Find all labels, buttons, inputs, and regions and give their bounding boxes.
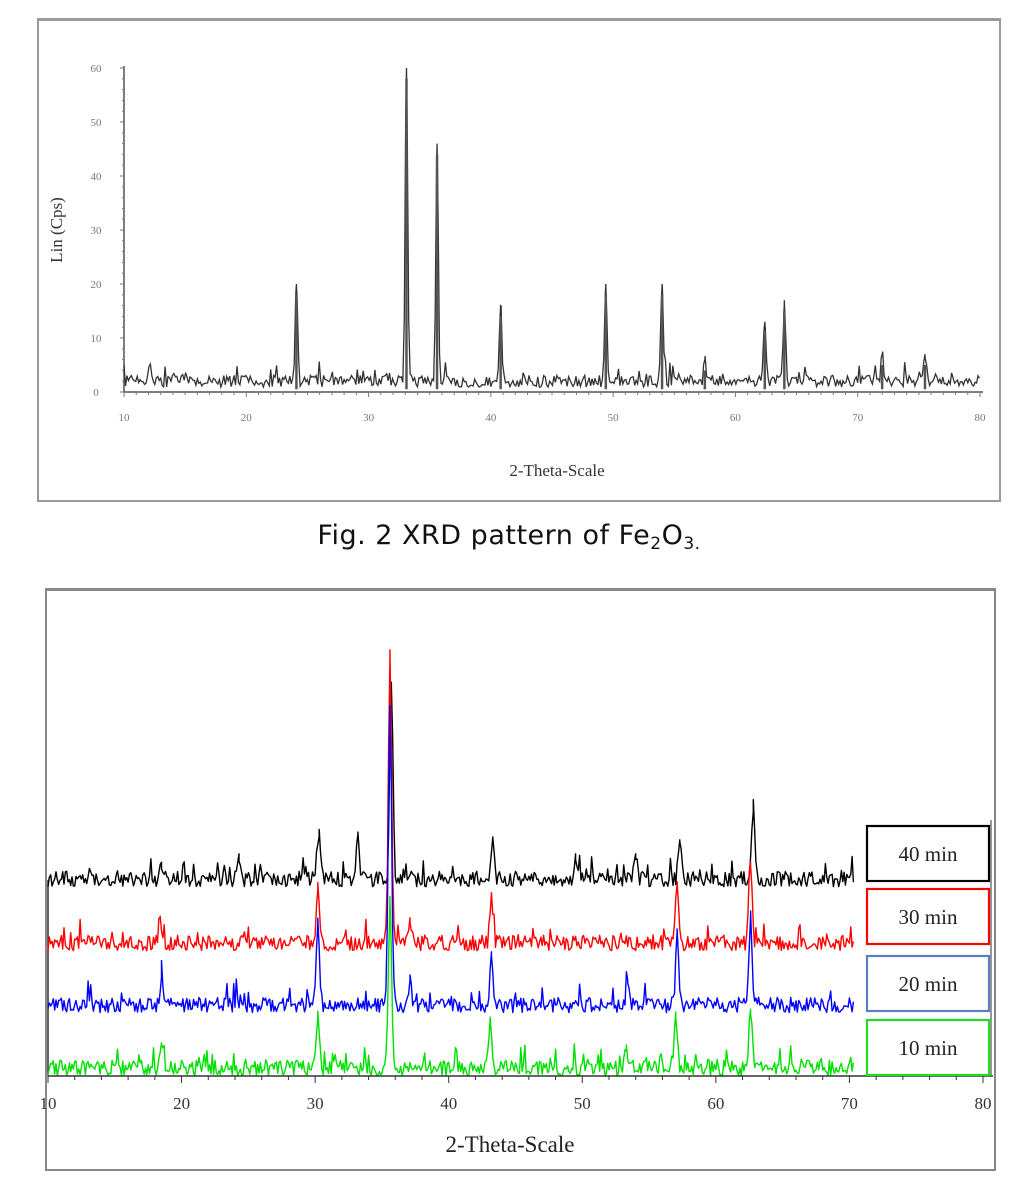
trace-10-min (47, 895, 855, 1077)
x-tick-label: 30 (363, 412, 375, 424)
y-tick-label: 20 (91, 279, 103, 291)
caption-subscript-3: 3. (683, 534, 701, 554)
plot-area: 10 20 30 40 50 60 70 80 2-Theta-Scale 40 min 30 mi… (40, 649, 993, 1157)
caption-text-o: O (661, 520, 684, 551)
figure-caption: Fig. 2 XRD pattern of Fe2O3. (0, 520, 1018, 554)
trace-40-min (47, 681, 855, 888)
legend-box (865, 954, 991, 1013)
y-tick-label: 60 (91, 63, 103, 75)
trace-20-min (47, 704, 855, 1014)
legend-item-10-min: 10 min (865, 1018, 991, 1077)
x-tick-label: 70 (841, 1094, 858, 1113)
y-tick-label: 10 (91, 333, 103, 345)
x-tick-label: 50 (608, 412, 620, 424)
legend-box (865, 1018, 991, 1077)
y-tick-label: 30 (91, 225, 103, 237)
x-tick-label: 60 (707, 1094, 724, 1113)
x-tick-label: 20 (173, 1094, 190, 1113)
legend-label: 30 min (899, 905, 958, 929)
plot-area: 0 10 20 30 40 50 60 10 20 30 40 50 60 70 80 2-Theta-Sca… (47, 63, 986, 480)
x-tick-label: 80 (975, 1094, 992, 1113)
x-tick-label: 30 (307, 1094, 324, 1113)
x-axis-label: 2-Theta-Scale (446, 1132, 575, 1157)
caption-subscript-2: 2 (650, 534, 662, 554)
x-tick-label: 80 (975, 412, 987, 424)
xrd-chart-fe2o3: 0 10 20 30 40 50 60 10 20 30 40 50 60 70 80 2-Theta-Sca… (47, 63, 986, 480)
legend-item-20-min: 20 min (865, 954, 991, 1013)
legend-item-40-min: 40 min (865, 824, 991, 883)
y-tick-label: 50 (91, 117, 103, 129)
caption-text: Fig. 2 XRD pattern of Fe (317, 520, 651, 551)
x-tick-label: 10 (119, 412, 131, 424)
trace-30-min (47, 649, 855, 952)
x-tick-label: 10 (40, 1094, 57, 1113)
y-tick-label: 0 (93, 387, 99, 399)
legend-label: 10 min (899, 1036, 958, 1060)
x-axis-label: 2-Theta-Scale (509, 461, 604, 480)
legend-label: 20 min (899, 972, 958, 996)
top-chart-frame (37, 18, 1001, 502)
x-tick-label: 50 (574, 1094, 591, 1113)
x-tick-label: 40 (440, 1094, 457, 1113)
x-tick-label: 60 (730, 412, 742, 424)
xrd-trace (123, 67, 981, 390)
y-axis-label: Lin (Cps) (47, 197, 66, 263)
legend-box (865, 824, 991, 883)
x-tick-label: 70 (852, 412, 864, 424)
x-tick-label: 20 (241, 412, 253, 424)
legend-box (865, 887, 991, 946)
legend-item-30-min: 30 min (865, 887, 991, 946)
x-tick-label: 40 (485, 412, 497, 424)
y-tick-label: 40 (91, 171, 103, 183)
legend-label: 40 min (899, 842, 958, 866)
